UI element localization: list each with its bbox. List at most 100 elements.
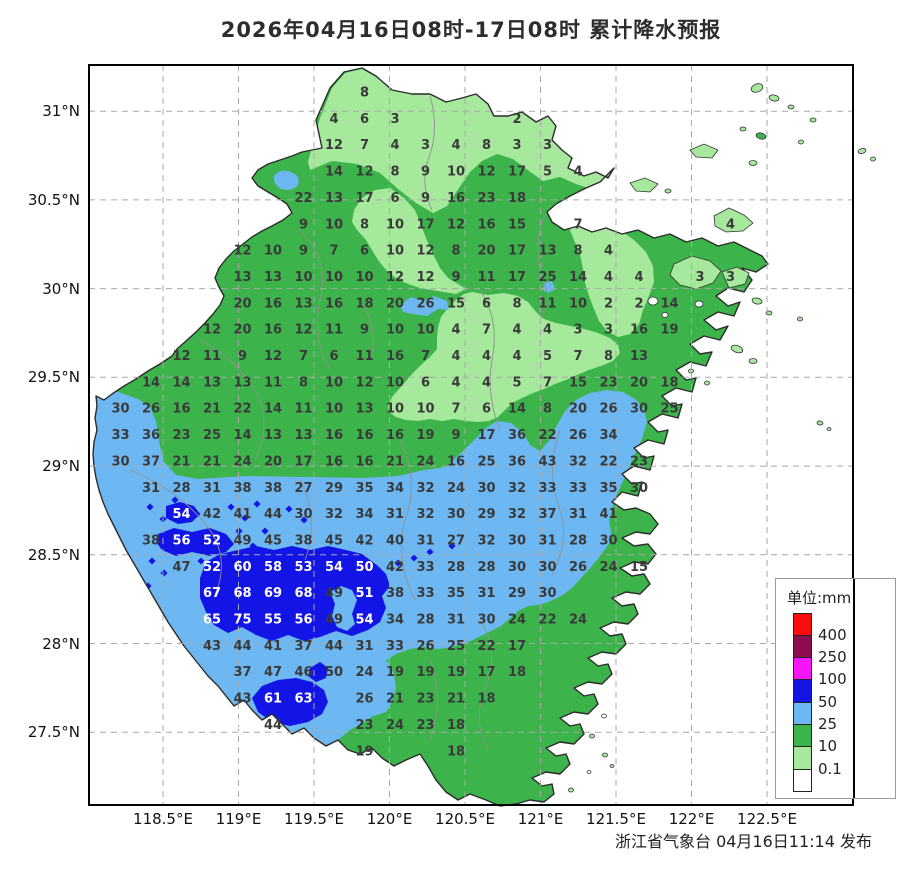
precip-value: 38	[294, 533, 312, 548]
precip-value: 51	[355, 586, 373, 601]
precip-value: 14	[569, 270, 587, 285]
precip-value: 24	[416, 454, 434, 469]
precip-value: 45	[325, 533, 343, 548]
island	[748, 160, 758, 166]
precip-value: 11	[264, 375, 282, 390]
precip-value: 37	[233, 665, 251, 680]
island	[816, 420, 824, 426]
precip-value: 16	[325, 454, 343, 469]
legend-label: 50	[818, 692, 838, 711]
precip-value: 13	[264, 428, 282, 443]
precip-value: 13	[630, 349, 648, 364]
legend-label: 0.1	[818, 759, 842, 778]
precip-value: 10	[386, 244, 404, 259]
precip-value: 20	[386, 296, 404, 311]
precip-value: 36	[508, 428, 526, 443]
precip-value: 12	[325, 138, 343, 153]
island	[694, 300, 704, 308]
precip-value: 15	[630, 560, 648, 575]
precip-value: 3	[390, 112, 399, 127]
precip-value: 23	[599, 375, 617, 390]
precip-value: 4	[543, 323, 552, 338]
island	[713, 207, 754, 233]
lon-axis-label: 118.5°E	[133, 810, 193, 828]
precip-value: 25	[203, 428, 221, 443]
precip-value: 24	[386, 718, 404, 733]
navy-speckle	[410, 554, 418, 562]
precip-value: 31	[447, 613, 465, 628]
precip-value: 16	[477, 217, 495, 232]
precip-value: 43	[233, 692, 251, 707]
precip-value: 54	[325, 560, 343, 575]
precip-value: 47	[264, 665, 282, 680]
precip-value: 27	[447, 533, 465, 548]
precip-value: 3	[421, 138, 430, 153]
precip-value: 5	[512, 375, 521, 390]
precip-value: 32	[569, 454, 587, 469]
precip-value: 12	[233, 244, 251, 259]
legend-swatch	[793, 724, 812, 748]
legend-swatch	[793, 768, 812, 792]
precip-value: 42	[203, 507, 221, 522]
precip-value: 42	[355, 533, 373, 548]
lat-axis-label: 28°N	[42, 634, 80, 653]
precip-value: 10	[386, 323, 404, 338]
precip-value: 23	[416, 718, 434, 733]
island	[661, 312, 669, 318]
precip-value: 75	[233, 613, 251, 628]
zone-light-basin	[388, 292, 620, 422]
precip-value: 21	[386, 454, 404, 469]
precip-value: 11	[477, 270, 495, 285]
precip-value: 8	[573, 244, 582, 259]
precip-value: 69	[264, 586, 282, 601]
precip-value: 17	[355, 191, 373, 206]
precip-value: 5	[543, 165, 552, 180]
precip-value: 22	[599, 454, 617, 469]
precip-value: 37	[538, 507, 556, 522]
precip-value: 30	[538, 560, 556, 575]
precip-value: 10	[355, 270, 373, 285]
precip-value: 9	[238, 349, 247, 364]
precip-value: 18	[447, 744, 465, 759]
zone-light-tongue	[352, 188, 466, 294]
precip-value: 16	[447, 191, 465, 206]
precip-value: 16	[386, 428, 404, 443]
precip-value: 17	[416, 217, 434, 232]
precip-value: 10	[264, 244, 282, 259]
precip-value: 22	[477, 639, 495, 654]
precip-value: 3	[512, 138, 521, 153]
precip-value: 7	[421, 349, 430, 364]
navy-speckle	[160, 569, 168, 577]
navy-speckle	[171, 496, 179, 504]
precip-value: 54	[355, 613, 373, 628]
precip-value: 14	[660, 296, 678, 311]
precip-value: 4	[512, 349, 521, 364]
precip-value: 17	[294, 454, 312, 469]
precip-value: 32	[508, 481, 526, 496]
navy-speckle	[293, 556, 301, 564]
island	[704, 380, 710, 386]
navy-speckle	[228, 565, 236, 573]
precip-value: 3	[695, 270, 704, 285]
precip-value: 24	[508, 613, 526, 628]
navy-speckle	[249, 542, 257, 550]
precip-value: 30	[477, 481, 495, 496]
precip-value: 4	[573, 165, 582, 180]
precip-value: 38	[142, 533, 160, 548]
map-frame-overlap	[853, 579, 855, 798]
precip-value: 31	[416, 533, 434, 548]
precip-value: 68	[294, 586, 312, 601]
navy-speckle	[253, 500, 261, 508]
precip-value: 35	[447, 586, 465, 601]
gridlines	[89, 65, 853, 805]
lat-axis-label: 31°N	[42, 102, 80, 121]
legend-swatch	[793, 679, 812, 703]
precip-value: 34	[599, 428, 617, 443]
precip-value: 12	[203, 323, 221, 338]
precip-value: 44	[264, 507, 282, 522]
precip-value: 13	[325, 191, 343, 206]
precip-value: 50	[355, 560, 373, 575]
precip-value: 30	[294, 507, 312, 522]
precip-value: 20	[477, 244, 495, 259]
precip-value: 16	[325, 428, 343, 443]
